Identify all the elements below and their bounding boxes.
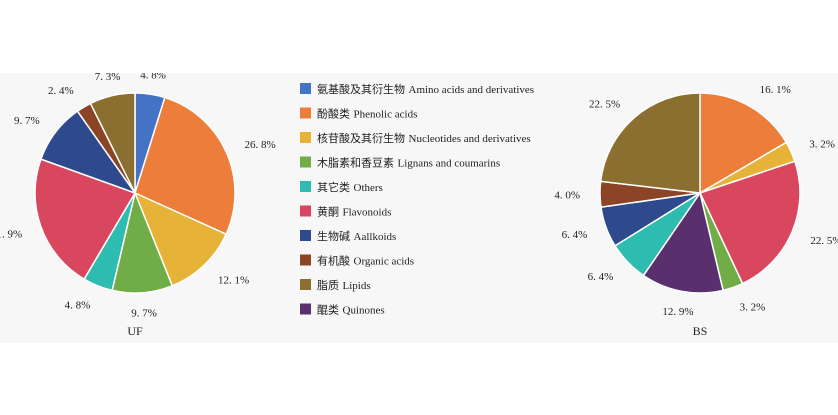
legend-label-nucleotides-and-derivatives: 核苷酸及其衍生物 Nucleotides and derivatives <box>317 131 531 145</box>
uf-slice-phenolic-acids <box>134 96 236 236</box>
legend-item-aallkoids: 生物碱 Aallkoids <box>300 229 396 243</box>
figure-panel: 4. 8% 26. 8% 12. 1% 9. 7% 4. 8% 21. 9% 9. 7% 2.… <box>0 73 838 343</box>
uf-label-lignans-and-coumarins: 9. 7% <box>131 308 157 320</box>
legend: 氨基酸及其衍生物 Amino acids and derivatives 酚酸类 … <box>300 82 534 317</box>
legend-swatch-phenolic-acids <box>300 107 311 119</box>
bs-label-phenolic-acids: 16. 1% <box>760 84 791 96</box>
legend-swatch-quinones <box>300 303 311 315</box>
chart-caption-bs: BS <box>693 324 708 338</box>
legend-item-flavonoids: 黄酮 Flavonoids <box>300 205 391 219</box>
bs-slice-lipids <box>599 92 701 194</box>
bs-label-flavonoids: 22. 5% <box>810 235 838 247</box>
pie-chart-uf: 4. 8% 26. 8% 12. 1% 9. 7% 4. 8% 21. 9% 9. 7% 2.… <box>0 73 276 338</box>
legend-item-phenolic-acids: 酚酸类 Phenolic acids <box>300 107 417 121</box>
bs-label-organic-acids: 4. 0% <box>554 190 580 202</box>
uf-slice-lipids <box>89 92 136 194</box>
legend-item-quinones: 醌类 Quinones <box>300 303 385 317</box>
legend-label-organic-acids: 有机酸 Organic acids <box>317 254 414 268</box>
bs-slice-phenolic-acids <box>699 92 788 195</box>
pie-chart-bs: 16. 1% 3. 2% 22. 5% 3. 2% 12. 9% 6. 4% 6. 4% 4.… <box>554 84 838 338</box>
bs-label-aallkoids: 6. 4% <box>562 229 588 241</box>
uf-label-aallkoids: 9. 7% <box>14 115 40 127</box>
legend-swatch-lignans-and-coumarins <box>300 156 311 168</box>
bs-label-lipids: 22. 5% <box>589 98 620 110</box>
chart-caption-uf: UF <box>127 324 143 338</box>
legend-swatch-lipids <box>300 279 311 290</box>
legend-label-flavonoids: 黄酮 Flavonoids <box>317 205 391 219</box>
legend-label-lignans-and-coumarins: 木脂素和香豆素 Lignans and coumarins <box>317 156 500 170</box>
legend-swatch-aallkoids <box>300 230 311 241</box>
uf-label-others: 4. 8% <box>65 299 91 311</box>
legend-swatch-organic-acids <box>300 254 311 266</box>
uf-label-amino-acids-and-derivatives: 4. 8% <box>140 73 166 81</box>
legend-item-lipids: 脂质 Lipids <box>300 278 371 292</box>
legend-item-lignans-and-coumarins: 木脂素和香豆素 Lignans and coumarins <box>300 156 500 170</box>
legend-swatch-flavonoids <box>300 205 311 217</box>
uf-slice-flavonoids <box>34 158 137 281</box>
legend-label-quinones: 醌类 Quinones <box>317 303 385 317</box>
uf-slice-nucleotides-and-derivatives <box>133 191 228 287</box>
legend-swatch-others <box>300 181 311 192</box>
legend-swatch-amino-acids-and-derivatives <box>300 83 311 94</box>
bs-label-quinones: 12. 9% <box>662 306 693 318</box>
uf-label-organic-acids: 2. 4% <box>48 85 74 97</box>
legend-label-aallkoids: 生物碱 Aallkoids <box>317 229 396 243</box>
legend-label-others: 其它类 Others <box>317 180 383 194</box>
uf-label-lipids: 7. 3% <box>95 73 121 83</box>
bs-label-others: 6. 4% <box>588 271 614 283</box>
uf-label-phenolic-acids: 26. 8% <box>244 139 275 151</box>
bs-slice-flavonoids <box>698 160 801 285</box>
bs-label-lignans-and-coumarins: 3. 2% <box>740 301 766 313</box>
legend-label-lipids: 脂质 Lipids <box>317 278 371 292</box>
legend-item-nucleotides-and-derivatives: 核苷酸及其衍生物 Nucleotides and derivatives <box>300 131 531 145</box>
legend-swatch-nucleotides-and-derivatives <box>300 132 311 143</box>
bs-slice-quinones <box>642 191 724 294</box>
legend-label-amino-acids-and-derivatives: 氨基酸及其衍生物 Amino acids and derivatives <box>317 82 534 96</box>
legend-label-phenolic-acids: 酚酸类 Phenolic acids <box>317 107 417 121</box>
legend-item-others: 其它类 Others <box>300 180 383 194</box>
uf-label-flavonoids: 21. 9% <box>0 229 22 241</box>
bs-label-nucleotides-and-derivatives: 3. 2% <box>809 138 835 150</box>
uf-label-nucleotides-and-derivatives: 12. 1% <box>218 275 249 287</box>
legend-item-amino-acids-and-derivatives: 氨基酸及其衍生物 Amino acids and derivatives <box>300 82 534 96</box>
legend-item-organic-acids: 有机酸 Organic acids <box>300 254 414 268</box>
pie-charts-figure: 4. 8% 26. 8% 12. 1% 9. 7% 4. 8% 21. 9% 9. 7% 2.… <box>0 73 838 338</box>
